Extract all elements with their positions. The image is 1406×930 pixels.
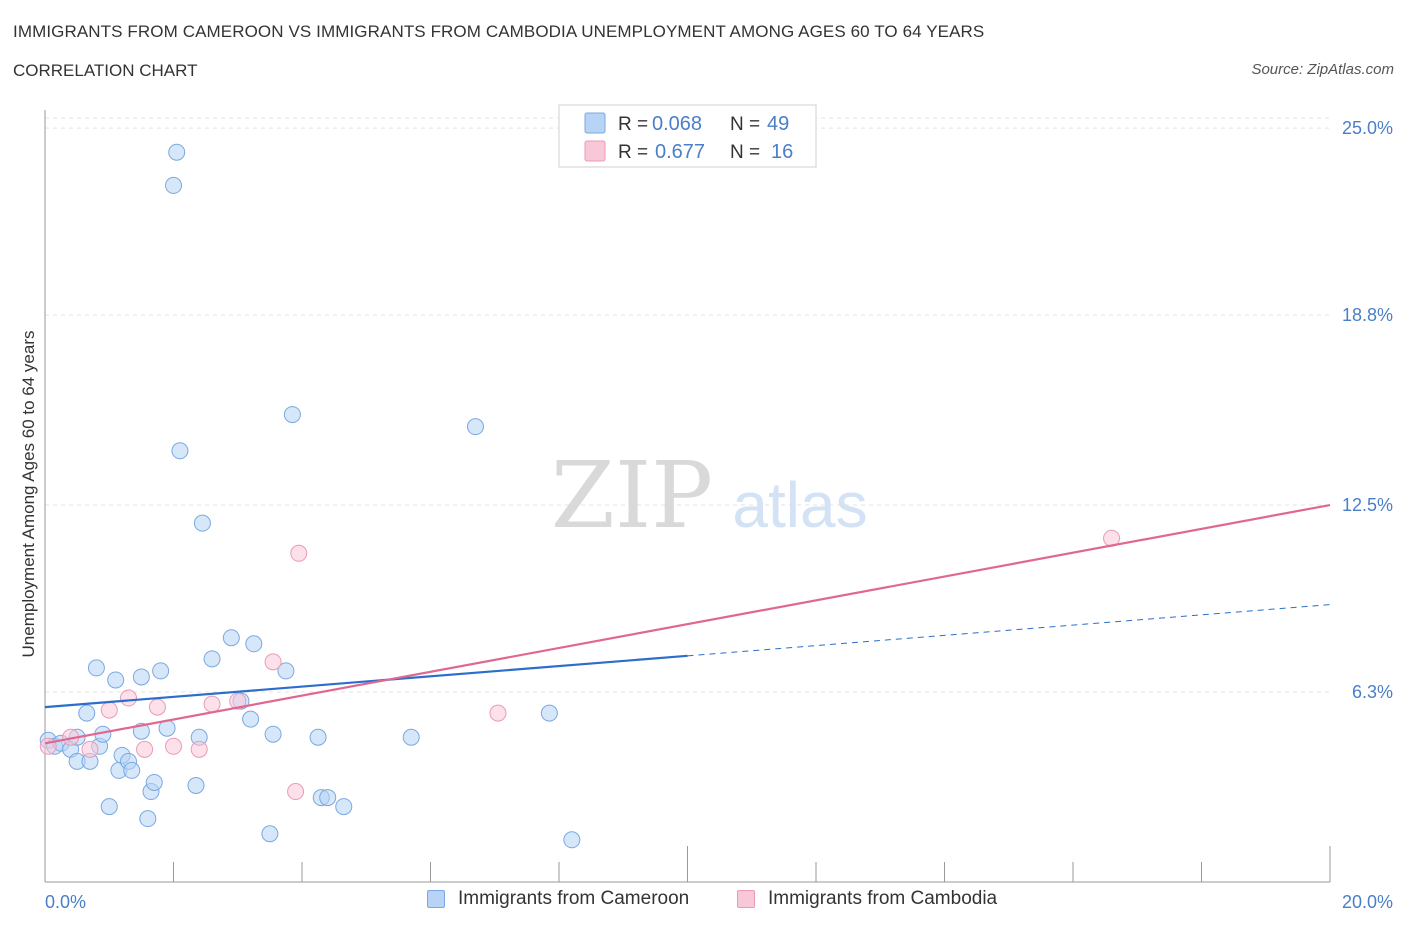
point-cambodia-13: [290, 544, 308, 562]
point-cambodia-5: [136, 740, 154, 758]
trend-line-cambodia: [44, 503, 1331, 745]
point-cambodia-8: [190, 740, 208, 758]
point-cameroon-12: [107, 671, 125, 689]
point-cameroon-38: [283, 406, 301, 424]
point-cambodia-3: [100, 701, 118, 719]
point-cameroon-11: [100, 798, 118, 816]
watermark: ZIP atlas: [551, 442, 868, 549]
stats-n-value-cameroon: 49: [767, 113, 789, 135]
point-cameroon-21: [145, 773, 163, 791]
point-cameroon-36: [264, 725, 282, 743]
bottom-legend: Immigrants from Cameroon Immigrants from…: [0, 888, 1406, 918]
point-cameroon-33: [242, 710, 260, 728]
point-cameroon-26: [171, 442, 189, 460]
legend-label-cameroon: Immigrants from Cameroon: [458, 888, 690, 909]
trend-line-cameroon: [44, 654, 688, 709]
point-cameroon-25: [168, 143, 186, 161]
point-cameroon-16: [123, 761, 141, 779]
point-cambodia-7: [165, 737, 182, 755]
y-tick-label-3: 25.0%: [1342, 118, 1393, 138]
x-tick-label-max: 20.0%: [1342, 892, 1393, 912]
stats-swatch-cambodia: [584, 140, 606, 162]
axes: [44, 110, 1331, 883]
point-cameroon-39: [309, 728, 327, 746]
series-cameroon-points: [39, 143, 581, 849]
legend-swatch-cameroon: [427, 890, 445, 908]
point-cameroon-8: [87, 659, 105, 677]
point-cameroon-37: [277, 662, 295, 680]
stats-n-label-cameroon: N =: [730, 114, 760, 135]
stats-n-label-cambodia: N =: [730, 142, 760, 163]
point-cameroon-30: [203, 650, 221, 668]
point-cameroon-43: [402, 728, 420, 746]
x-tick-labels: 0.0% 20.0%: [45, 892, 1393, 912]
source-note: Source: ZipAtlas.com: [1251, 61, 1394, 78]
point-cambodia-6: [148, 698, 166, 716]
grid-lines: [45, 117, 1330, 693]
point-cameroon-41: [319, 789, 337, 807]
point-cameroon-44: [466, 418, 484, 436]
point-cambodia-4: [120, 689, 138, 707]
point-cameroon-17: [132, 668, 150, 686]
point-cambodia-10: [229, 692, 247, 710]
stats-r-value-cameroon: 0.068: [652, 113, 702, 135]
stats-r-label-cambodia: R =: [618, 142, 648, 163]
legend-swatch-cambodia: [737, 890, 755, 908]
watermark-zip: ZIP: [551, 442, 713, 549]
x-tick-label-min: 0.0%: [45, 892, 86, 912]
watermark-atlas: atlas: [732, 469, 867, 541]
stats-legend: R = 0.068 N = 49 R = 0.677 N = 16: [558, 104, 817, 168]
y-tick-label-0: 6.3%: [1352, 682, 1393, 702]
stats-r-value-cambodia: 0.677: [655, 141, 705, 163]
y-tick-label-2: 18.8%: [1342, 305, 1393, 325]
chart-title: IMMIGRANTS FROM CAMEROON VS IMMIGRANTS F…: [13, 22, 985, 41]
point-cameroon-19: [139, 810, 157, 828]
point-cameroon-31: [222, 629, 240, 647]
point-cameroon-24: [165, 176, 182, 194]
point-cameroon-45: [540, 704, 558, 722]
point-cambodia-12: [287, 783, 305, 801]
point-cambodia-14: [489, 704, 507, 722]
y-axis-label: Unemployment Among Ages 60 to 64 years: [19, 331, 38, 658]
point-cameroon-6: [78, 704, 96, 722]
legend-item-cambodia[interactable]: Immigrants from Cambodia: [737, 888, 997, 910]
trend-line-cameroon-extension: [687, 604, 1331, 657]
point-cambodia-2: [81, 740, 99, 758]
point-cambodia-9: [203, 695, 221, 713]
point-cameroon-35: [261, 825, 279, 843]
point-cambodia-11: [264, 653, 282, 671]
stats-r-label-cameroon: R =: [618, 114, 648, 135]
chart-subtitle: CORRELATION CHART: [13, 61, 198, 80]
y-tick-label-1: 12.5%: [1342, 495, 1393, 515]
y-tick-labels: 6.3% 12.5% 18.8% 25.0%: [1342, 118, 1393, 702]
stats-n-value-cambodia: 16: [771, 141, 793, 163]
point-cameroon-46: [563, 831, 581, 849]
point-cameroon-22: [152, 662, 170, 680]
series-cambodia-points: [39, 529, 1121, 801]
point-cameroon-42: [335, 798, 353, 816]
stats-swatch-cameroon: [584, 112, 606, 134]
legend-item-cameroon[interactable]: Immigrants from Cameroon: [427, 888, 689, 910]
point-cameroon-27: [187, 777, 205, 794]
point-cameroon-34: [245, 635, 263, 653]
point-cameroon-29: [193, 514, 211, 532]
trend-lines: [44, 503, 1331, 745]
legend-label-cambodia: Immigrants from Cambodia: [768, 888, 998, 909]
